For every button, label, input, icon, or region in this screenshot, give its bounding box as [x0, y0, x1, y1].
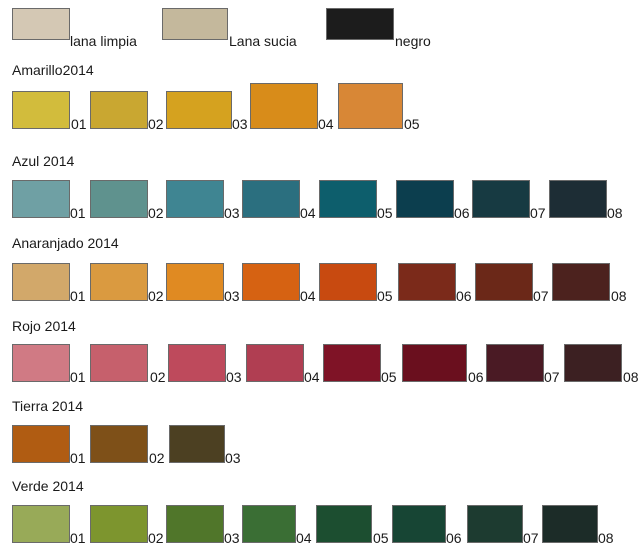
- swatch-box: [319, 180, 377, 218]
- swatch-label: 01: [70, 205, 86, 221]
- swatch-label: 05: [377, 205, 393, 221]
- swatch-label: 08: [598, 530, 614, 546]
- swatch-label: 07: [523, 530, 539, 546]
- swatch-label: 01: [70, 530, 86, 546]
- swatch-label: 03: [224, 530, 240, 546]
- group-heading-azul: Azul 2014: [12, 153, 75, 169]
- swatch-box: [90, 263, 148, 301]
- swatch-label: 01: [70, 369, 86, 385]
- swatch-box: [564, 344, 622, 382]
- swatch-box: [12, 505, 70, 543]
- group-heading-amarillo: Amarillo2014: [12, 62, 94, 78]
- swatch-box: [552, 263, 610, 301]
- swatch-label: 08: [623, 369, 639, 385]
- swatch-box: [323, 344, 381, 382]
- swatch-box: [242, 505, 296, 543]
- swatch-label: 05: [373, 530, 389, 546]
- swatch-box: [242, 180, 300, 218]
- swatch-label: 01: [70, 450, 86, 466]
- swatch-box: [12, 91, 70, 129]
- swatch-box: [242, 263, 300, 301]
- swatch-label: 06: [468, 369, 484, 385]
- swatch-box: [319, 263, 377, 301]
- swatch-box: [90, 91, 148, 129]
- swatch-box: [162, 8, 228, 40]
- swatch-label: 03: [225, 450, 241, 466]
- swatch-label: 06: [454, 205, 470, 221]
- swatch-box: [12, 180, 70, 218]
- swatch-label: 02: [148, 205, 164, 221]
- swatch-label: 08: [607, 205, 623, 221]
- swatch-box: [12, 263, 70, 301]
- swatch-label: 06: [456, 288, 472, 304]
- swatch-box: [168, 344, 226, 382]
- group-heading-verde: Verde 2014: [12, 478, 84, 494]
- swatch-label: 02: [148, 116, 164, 132]
- swatch-box: [475, 263, 533, 301]
- swatch-box: [12, 344, 70, 382]
- swatch-label: 07: [533, 288, 549, 304]
- swatch-box: [392, 505, 446, 543]
- swatch-box: [166, 180, 224, 218]
- swatch-box: [402, 344, 467, 382]
- group-heading-anaranjado: Anaranjado 2014: [12, 235, 119, 251]
- swatch-label: 05: [404, 116, 420, 132]
- swatch-box: [549, 180, 607, 218]
- swatch-label: 04: [296, 530, 312, 546]
- swatch-label: 05: [381, 369, 397, 385]
- swatch-label: 02: [148, 288, 164, 304]
- swatch-box: [338, 83, 403, 129]
- swatch-box: [166, 91, 232, 129]
- swatch-label: 02: [148, 530, 164, 546]
- swatch-label: 03: [224, 288, 240, 304]
- swatch-box: [90, 425, 148, 463]
- swatch-label: 06: [446, 530, 462, 546]
- swatch-label: 01: [71, 116, 87, 132]
- swatch-box: [542, 505, 598, 543]
- swatch-label: 05: [377, 288, 393, 304]
- swatch-box: [316, 505, 372, 543]
- swatch-label: 04: [318, 116, 334, 132]
- swatch-box: [12, 425, 70, 463]
- swatch-box: [396, 180, 454, 218]
- swatch-label: 08: [611, 288, 627, 304]
- swatch-box: [472, 180, 530, 218]
- swatch-box: [486, 344, 544, 382]
- swatch-box: [326, 8, 394, 40]
- swatch-box: [90, 505, 148, 543]
- swatch-label: 01: [70, 288, 86, 304]
- swatch-label: 03: [224, 205, 240, 221]
- swatch-box: [90, 180, 148, 218]
- swatch-label: 04: [300, 205, 316, 221]
- swatch-box: [166, 505, 224, 543]
- swatch-box: [467, 505, 523, 543]
- swatch-label: 07: [544, 369, 560, 385]
- swatch-label: Lana sucia: [229, 33, 297, 49]
- swatch-label: 02: [150, 369, 166, 385]
- swatch-label: 02: [149, 450, 165, 466]
- swatch-label: lana limpia: [70, 33, 137, 49]
- group-heading-rojo: Rojo 2014: [12, 318, 76, 334]
- group-heading-tierra: Tierra 2014: [12, 398, 84, 414]
- swatch-label: 04: [300, 288, 316, 304]
- swatch-label: 07: [530, 205, 546, 221]
- swatch-box: [246, 344, 304, 382]
- swatch-label: 03: [226, 369, 242, 385]
- swatch-label: 03: [232, 116, 248, 132]
- swatch-box: [398, 263, 456, 301]
- swatch-box: [166, 263, 224, 301]
- swatch-box: [12, 8, 70, 40]
- swatch-box: [169, 425, 225, 463]
- swatch-box: [250, 83, 318, 129]
- swatch-label: negro: [395, 33, 431, 49]
- swatch-box: [90, 344, 148, 382]
- swatch-label: 04: [304, 369, 320, 385]
